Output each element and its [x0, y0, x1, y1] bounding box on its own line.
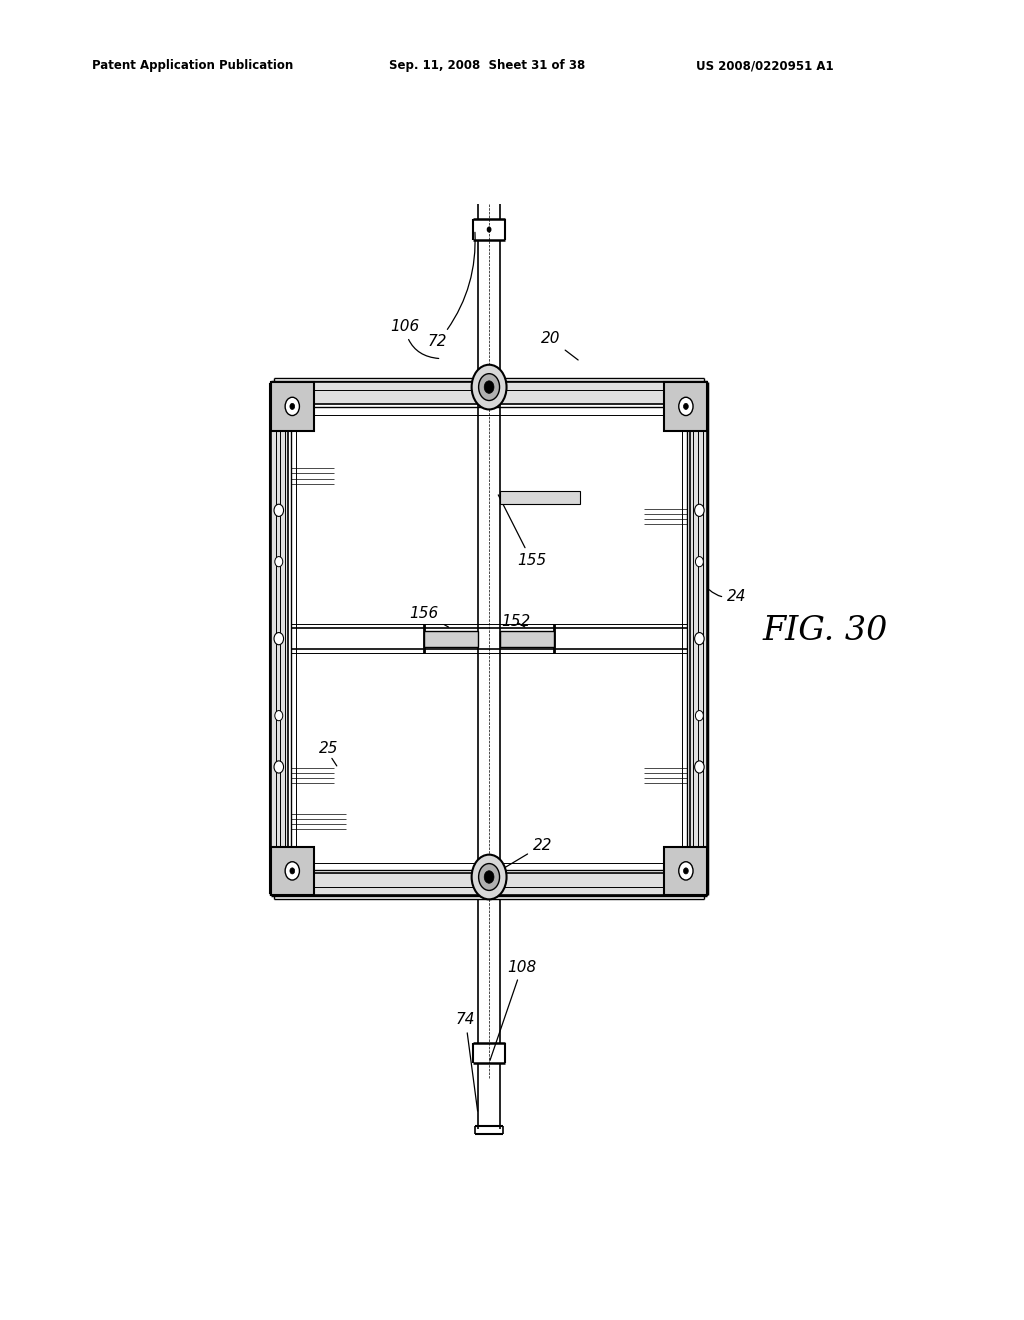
Text: 106: 106 [390, 319, 438, 359]
Circle shape [679, 397, 693, 416]
Text: 72: 72 [428, 232, 475, 350]
Bar [424, 631, 478, 647]
Circle shape [274, 504, 284, 516]
Bar [664, 846, 708, 895]
Circle shape [472, 854, 507, 899]
Text: Sep. 11, 2008  Sheet 31 of 38: Sep. 11, 2008 Sheet 31 of 38 [389, 59, 586, 73]
Circle shape [484, 871, 494, 883]
Circle shape [274, 710, 283, 721]
Bar [314, 381, 664, 404]
Circle shape [274, 557, 283, 566]
Circle shape [290, 867, 295, 874]
Bar [314, 873, 664, 895]
Circle shape [484, 381, 494, 393]
Circle shape [694, 632, 705, 644]
Circle shape [274, 632, 284, 644]
Text: 156: 156 [410, 606, 449, 627]
Bar [270, 381, 314, 430]
Circle shape [478, 863, 500, 891]
Bar [270, 846, 314, 895]
Text: 24: 24 [710, 589, 746, 603]
Circle shape [695, 557, 703, 566]
Text: US 2008/0220951 A1: US 2008/0220951 A1 [696, 59, 834, 73]
Text: 22: 22 [492, 838, 552, 875]
Text: 20: 20 [541, 331, 579, 360]
Circle shape [679, 862, 693, 880]
Circle shape [478, 374, 500, 400]
Text: 155: 155 [499, 495, 546, 568]
Circle shape [694, 760, 705, 774]
Circle shape [274, 760, 284, 774]
Text: FIG. 30: FIG. 30 [763, 615, 888, 647]
Text: 74: 74 [456, 1012, 477, 1111]
Circle shape [285, 397, 299, 416]
Circle shape [285, 862, 299, 880]
Circle shape [684, 867, 688, 874]
Circle shape [486, 227, 492, 232]
Circle shape [684, 404, 688, 409]
Text: 25: 25 [318, 741, 338, 756]
Bar [500, 631, 554, 647]
Circle shape [694, 504, 705, 516]
Text: 152: 152 [501, 614, 530, 628]
Bar [690, 430, 708, 846]
Circle shape [695, 710, 703, 721]
Bar [500, 491, 580, 504]
Text: 108: 108 [490, 960, 537, 1060]
Circle shape [290, 404, 295, 409]
Bar [664, 381, 708, 430]
Bar [270, 430, 289, 846]
Circle shape [472, 364, 507, 409]
Text: Patent Application Publication: Patent Application Publication [92, 59, 294, 73]
